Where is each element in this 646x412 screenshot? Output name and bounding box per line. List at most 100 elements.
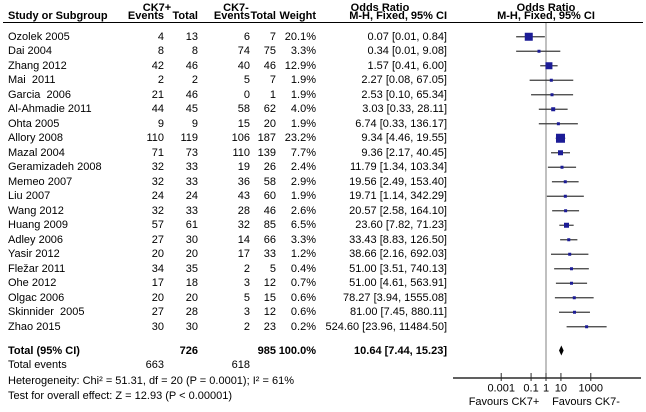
total1-cell: 18 <box>185 277 198 290</box>
group1-header: CK7+ <box>142 2 172 14</box>
effect-square <box>537 49 541 53</box>
or-ci-cell: 0.34 [0.01, 9.08] <box>367 45 447 58</box>
weight-sum: 100.0% <box>278 345 316 357</box>
events2-cell: 40 <box>237 59 250 72</box>
study-name: Skinnider 2005 <box>8 306 85 319</box>
effect-square <box>568 252 572 256</box>
events1-cell: 9 <box>157 117 164 130</box>
total-row: Total (95% CI) 726 985 100.0% 10.64 [7.4… <box>0 345 458 357</box>
effect-square <box>563 180 567 184</box>
events2-cell: 3 <box>243 277 250 290</box>
total-events2: 618 <box>231 358 250 371</box>
study-name: Al-Ahmadie 2011 <box>8 103 92 116</box>
total2-cell: 12 <box>263 277 276 290</box>
weight-cell: 23.2% <box>284 132 316 145</box>
weight-cell: 0.6% <box>290 291 316 304</box>
total2-cell: 7 <box>269 30 276 43</box>
study-row: Huang 2009 57 61 32 85 6.5% 23.60 [7.82,… <box>0 218 450 233</box>
effect-square <box>572 296 576 300</box>
effect-square <box>564 209 568 213</box>
events2-cell: 15 <box>237 117 250 130</box>
effect-square <box>569 267 573 271</box>
events1-column-header: Events <box>127 10 164 22</box>
total1-cell: 13 <box>185 30 198 43</box>
events2-cell: 58 <box>237 103 250 116</box>
study-name: Dai 2004 <box>8 45 53 58</box>
total2-cell: 20 <box>263 117 276 130</box>
weight-cell: 1.9% <box>290 117 316 130</box>
total-or-ci: 10.64 [7.44, 15.23] <box>354 345 447 357</box>
or-ci-cell: 3.03 [0.33, 28.11] <box>362 103 447 116</box>
events1-cell: 8 <box>157 45 164 58</box>
or-ci-cell: 11.79 [1.34, 103.34] <box>349 161 447 174</box>
events1-cell: 2 <box>157 74 164 87</box>
total1-cell: 33 <box>185 161 198 174</box>
events1-cell: 57 <box>151 219 164 232</box>
effect-square <box>524 32 533 41</box>
total2-column-header: Total <box>250 10 276 22</box>
events2-cell: 19 <box>237 161 250 174</box>
study-name: Ozolek 2005 <box>8 30 70 43</box>
or-ci-cell: 38.66 [2.16, 692.03] <box>349 248 447 261</box>
events1-cell: 71 <box>151 146 164 159</box>
or-ci-cell: 51.00 [4.61, 563.91] <box>349 277 447 290</box>
total1-cell: 24 <box>185 190 198 203</box>
total2-cell: 46 <box>263 204 276 217</box>
effect-square <box>567 238 571 242</box>
events2-cell: 2 <box>243 262 250 275</box>
overall-effect-stat: Test for overall effect: Z = 12.93 (P < … <box>8 389 233 402</box>
weight-cell: 6.5% <box>290 219 316 232</box>
effect-square <box>560 165 564 169</box>
or-ci-cell: 1.57 [0.41, 6.00] <box>367 59 447 72</box>
axis-tick-label: 10 <box>555 383 567 395</box>
events1-cell: 24 <box>151 190 164 203</box>
total1-cell: 73 <box>185 146 198 159</box>
weight-cell: 1.9% <box>290 74 316 87</box>
weight-cell: 1.2% <box>290 248 316 261</box>
study-name: Wang 2012 <box>8 204 64 217</box>
study-row: Garcia 2006 21 46 0 1 1.9% 2.53 [0.10, 6… <box>0 88 450 103</box>
weight-cell: 2.6% <box>290 204 316 217</box>
study-row: Olgac 2006 20 20 5 15 0.6% 78.27 [3.94, … <box>0 291 450 306</box>
total2-cell: 12 <box>263 306 276 319</box>
events1-cell: 32 <box>151 204 164 217</box>
events1-cell: 20 <box>151 248 164 261</box>
or-ci-cell: 51.00 [3.51, 740.13] <box>349 262 447 275</box>
study-column-header: Study or Subgroup <box>8 10 108 22</box>
study-row: Dai 2004 8 8 74 75 3.3% 0.34 [0.01, 9.08… <box>0 44 450 59</box>
total2-cell: 85 <box>263 219 276 232</box>
weight-cell: 0.7% <box>290 277 316 290</box>
total2-cell: 139 <box>257 146 276 159</box>
header-divider-line <box>3 21 643 23</box>
study-row: Ozolek 2005 4 13 6 7 20.1% 0.07 [0.01, 0… <box>0 30 450 45</box>
effect-square <box>585 325 589 329</box>
total-label: Total (95% CI) <box>8 345 80 357</box>
weight-cell: 3.3% <box>290 233 316 246</box>
study-row: Fležar 2011 34 35 2 5 0.4% 51.00 [3.51, … <box>0 262 450 277</box>
total2-cell: 66 <box>263 233 276 246</box>
total2-sum: 985 <box>257 345 276 357</box>
axis-tick-label: 1 <box>543 383 549 395</box>
effect-square <box>569 281 573 285</box>
total2-cell: 7 <box>269 74 276 87</box>
axis-tick-label: 0.1 <box>523 383 538 395</box>
total2-cell: 33 <box>263 248 276 261</box>
study-row: Zhao 2015 30 30 2 23 0.2% 524.60 [23.96,… <box>0 320 450 335</box>
study-row: Memeo 2007 32 33 36 58 2.9% 19.56 [2.49,… <box>0 175 450 190</box>
events2-cell: 3 <box>243 306 250 319</box>
favours-left-label: Favours CK7+ <box>468 396 540 408</box>
effect-square <box>572 310 576 314</box>
or-ci-cell: 2.53 [0.10, 65.34] <box>361 88 447 101</box>
study-name: Olgac 2006 <box>8 291 65 304</box>
or-ci-cell: 2.27 [0.08, 67.05] <box>361 74 447 87</box>
study-name: Huang 2009 <box>8 219 68 232</box>
total1-cell: 8 <box>191 45 198 58</box>
plot-column-title: Odds Ratio <box>516 2 576 14</box>
study-name: Ohe 2012 <box>8 277 57 290</box>
total1-cell: 33 <box>185 204 198 217</box>
total2-cell: 46 <box>263 59 276 72</box>
events1-cell: 27 <box>151 306 164 319</box>
total1-cell: 20 <box>185 248 198 261</box>
total1-column-header: Total <box>172 10 198 22</box>
